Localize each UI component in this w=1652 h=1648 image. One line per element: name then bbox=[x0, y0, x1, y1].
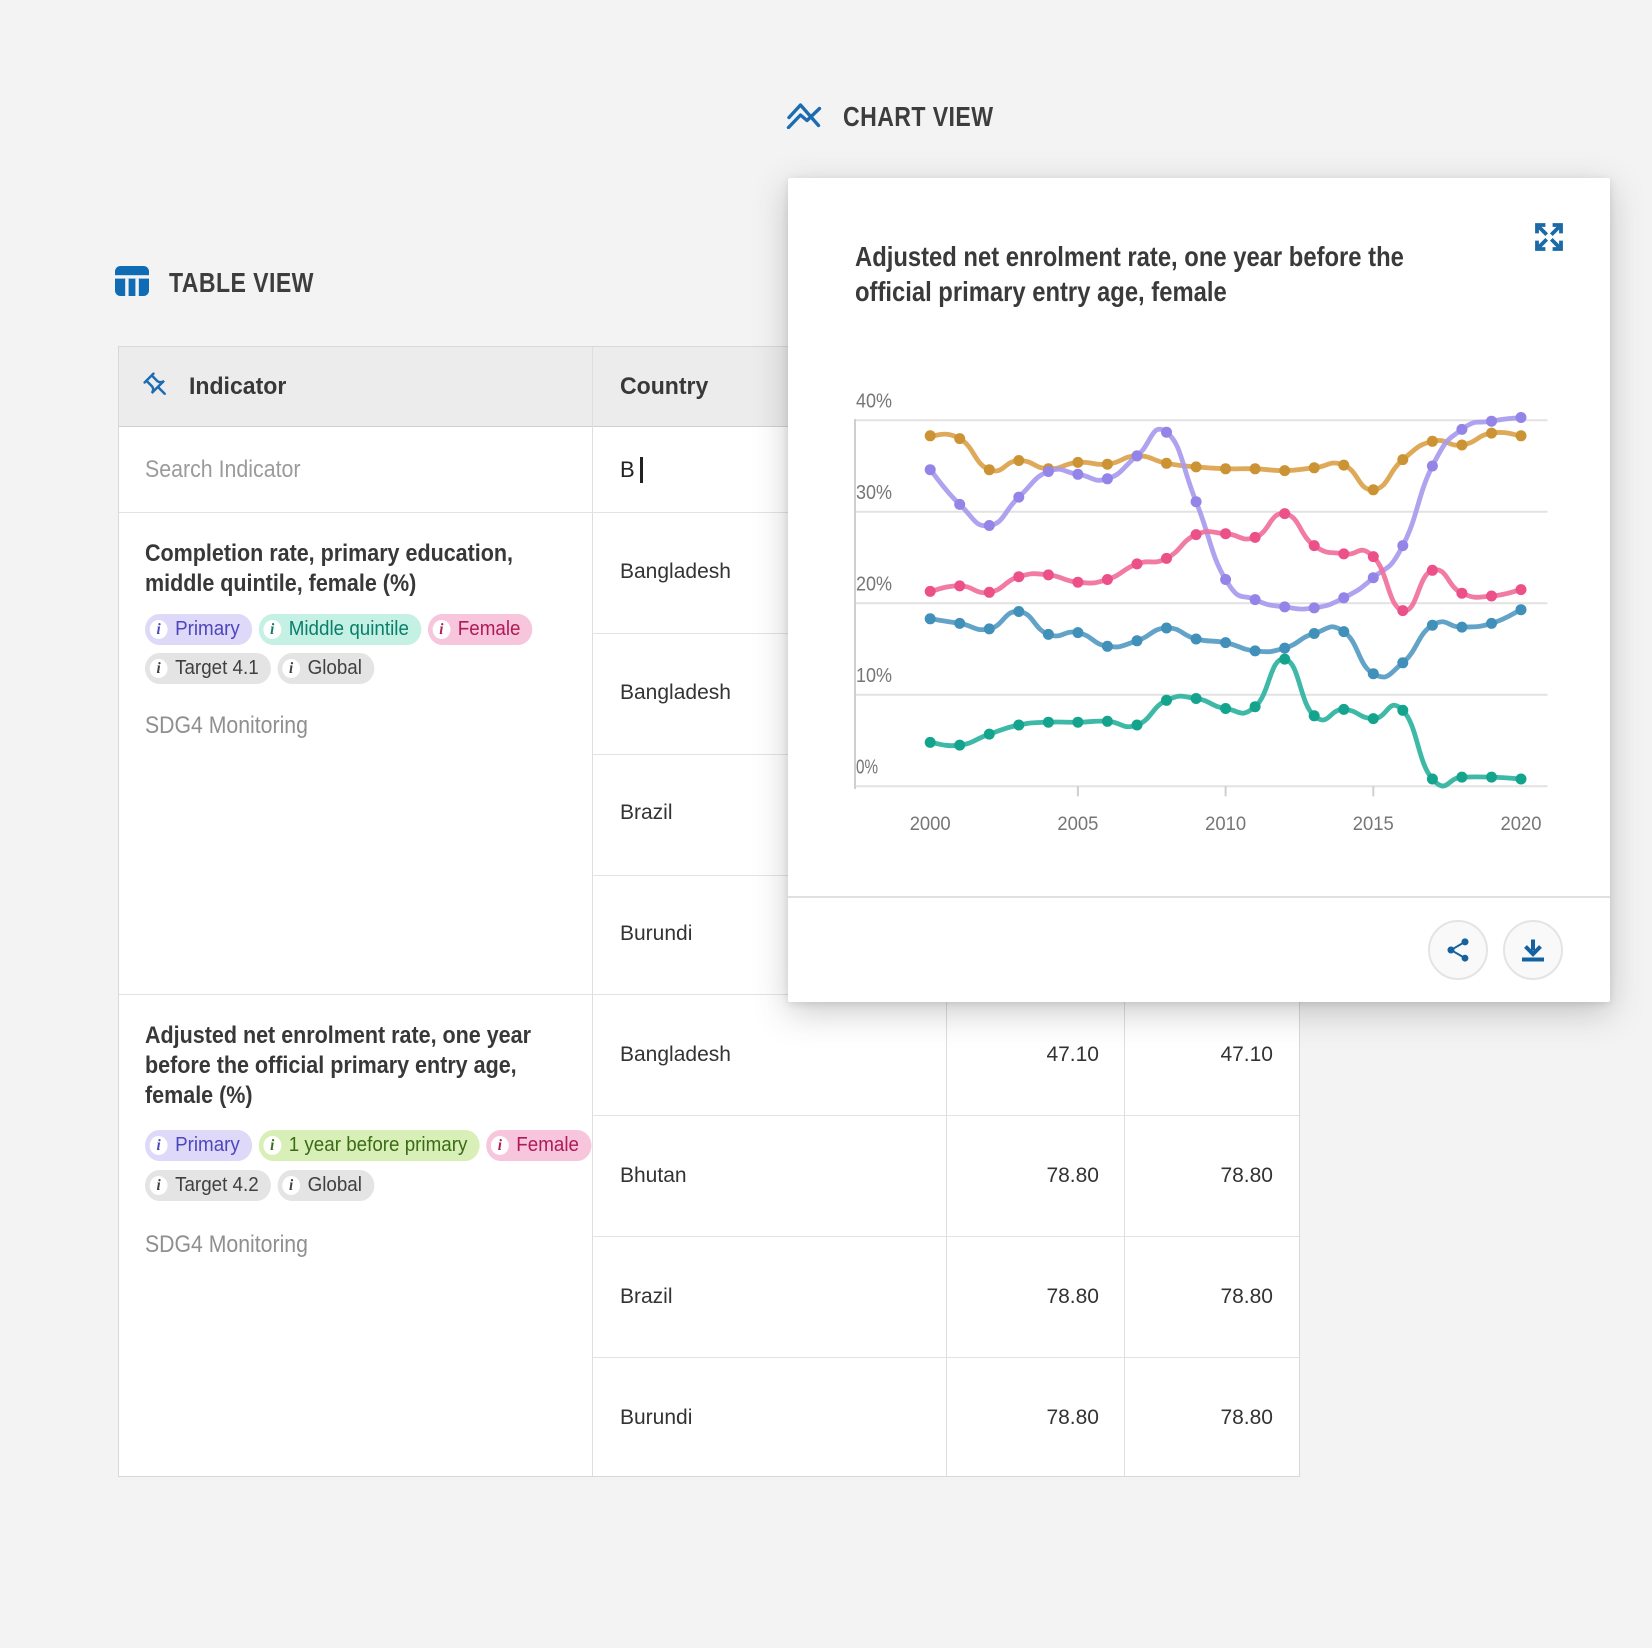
svg-text:2000: 2000 bbox=[910, 814, 951, 835]
svg-text:10%: 10% bbox=[856, 665, 892, 687]
svg-text:2020: 2020 bbox=[1501, 814, 1542, 835]
svg-text:2010: 2010 bbox=[1205, 814, 1246, 835]
svg-text:2015: 2015 bbox=[1353, 814, 1394, 835]
svg-text:40%: 40% bbox=[856, 390, 892, 412]
svg-text:0%: 0% bbox=[856, 756, 878, 778]
svg-text:20%: 20% bbox=[856, 573, 892, 595]
svg-text:30%: 30% bbox=[856, 482, 892, 504]
svg-text:2005: 2005 bbox=[1057, 814, 1098, 835]
